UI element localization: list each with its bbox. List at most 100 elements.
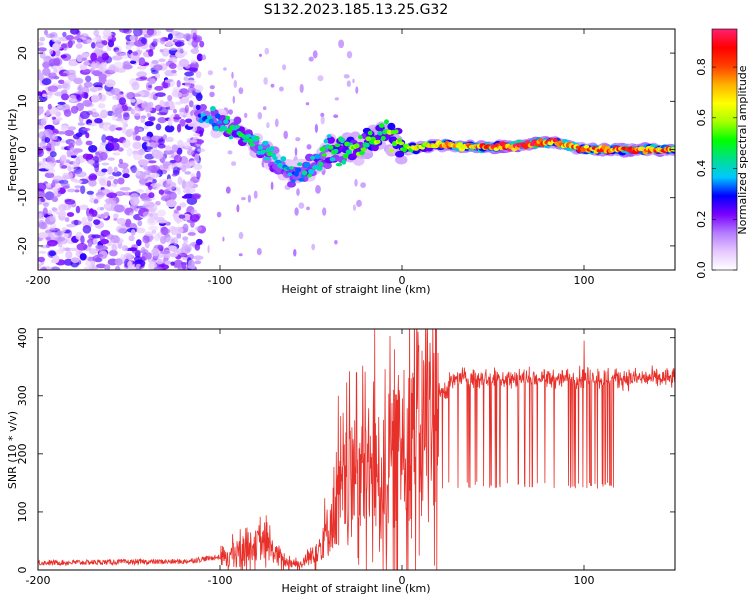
heatmap-cell: [47, 103, 52, 110]
heatmap-cell: [323, 162, 332, 170]
heatmap-cell: [176, 80, 181, 88]
heatmap-cell: [380, 135, 386, 141]
heatmap-cell: [41, 78, 52, 86]
y-tick-label: 100: [16, 501, 29, 522]
heatmap-cell: [75, 43, 83, 49]
heatmap-cell: [167, 47, 179, 51]
heatmap-cell: [46, 226, 56, 231]
heatmap-cell: [118, 228, 127, 234]
heatmap-cell: [91, 42, 96, 49]
heatmap-cell: [72, 160, 80, 168]
heatmap-cell: [130, 229, 136, 236]
heatmap-cell: [57, 104, 62, 110]
heatmap-cell: [294, 207, 299, 216]
heatmap-cell: [323, 138, 329, 144]
heatmap-cell: [169, 253, 178, 258]
heatmap-cell: [154, 85, 164, 91]
heatmap-cell: [113, 204, 125, 213]
heatmap-cell: [199, 40, 205, 48]
heatmap-cell: [148, 192, 155, 199]
heatmap-cell: [167, 73, 178, 77]
heatmap-cell: [173, 116, 182, 120]
heatmap-cell: [100, 188, 111, 195]
heatmap-cell: [232, 95, 235, 104]
heatmap-cell: [38, 146, 43, 155]
heatmap-cell: [50, 266, 61, 270]
heatmap-cell: [223, 67, 227, 71]
heatmap-cell: [75, 139, 83, 146]
x-tick-label: 100: [574, 274, 595, 287]
heatmap-cell: [221, 125, 228, 132]
heatmap-cell: [334, 240, 338, 245]
heatmap-cell: [155, 123, 162, 131]
heatmap-cell: [181, 262, 187, 270]
heatmap-cell: [298, 202, 305, 209]
heatmap-cell: [136, 189, 145, 193]
heatmap-cell: [149, 78, 156, 85]
heatmap-cell: [298, 177, 305, 182]
heatmap-cell: [178, 58, 190, 68]
x-tick-label: -100: [208, 574, 233, 587]
heatmap-cell: [111, 244, 118, 252]
heatmap-cell: [165, 221, 171, 226]
heatmap-cell: [402, 147, 407, 153]
heatmap-cell: [76, 54, 84, 63]
heatmap-cell: [173, 154, 182, 163]
heatmap-cell: [93, 87, 103, 91]
heatmap-cell: [112, 152, 121, 156]
heatmap-cell: [171, 144, 178, 153]
heatmap-cell: [49, 48, 54, 55]
heatmap-cell: [241, 197, 246, 201]
y-tick-label: 300: [16, 385, 29, 406]
heatmap-cell: [316, 166, 323, 171]
heatmap-cell: [341, 159, 347, 165]
heatmap-cell: [137, 220, 143, 227]
heatmap-cell: [96, 254, 104, 258]
heatmap-cell: [196, 53, 203, 62]
heatmap-cell: [155, 201, 161, 206]
heatmap-cell: [208, 118, 214, 124]
heatmap-cell: [144, 146, 153, 150]
heatmap-cell: [38, 124, 44, 130]
heatmap-cell: [173, 209, 179, 214]
heatmap-cell: [43, 161, 55, 171]
heatmap-cell: [100, 207, 104, 211]
heatmap-cell: [107, 166, 113, 175]
heatmap-cell: [134, 260, 143, 264]
heatmap-cell: [124, 218, 132, 228]
heatmap-cell: [272, 156, 278, 161]
heatmap-cell: [295, 137, 301, 142]
heatmap-cell: [293, 249, 297, 257]
heatmap-cell: [236, 204, 240, 213]
heatmap-cell: [61, 43, 68, 49]
heatmap-cell: [165, 181, 177, 191]
heatmap-cell: [123, 252, 133, 260]
heatmap-cell: [95, 151, 101, 156]
heatmap-cell: [130, 60, 137, 65]
heatmap-cell: [189, 214, 200, 222]
heatmap-cell: [187, 160, 198, 164]
heatmap-cell: [209, 85, 215, 90]
heatmap-cell: [109, 142, 120, 151]
heatmap-cell: [176, 232, 182, 239]
heatmap-cell: [59, 73, 68, 77]
heatmap-cell: [314, 153, 321, 160]
heatmap-cell: [148, 49, 154, 57]
heatmap-cell: [57, 131, 66, 135]
heatmap-cell: [52, 133, 58, 141]
heatmap-cell: [355, 86, 359, 94]
heatmap-cell: [395, 150, 405, 158]
heatmap-cell: [238, 253, 243, 257]
y-tick-label: -10: [16, 189, 29, 207]
heatmap-cell: [275, 159, 282, 164]
heatmap-cell: [129, 247, 138, 252]
heatmap-cell: [266, 122, 270, 129]
heatmap-cell: [88, 242, 93, 247]
heatmap-cell: [168, 63, 177, 69]
snr-ylabel: SNR (10 * v/v): [6, 411, 19, 489]
heatmap-cell: [146, 29, 155, 36]
heatmap-cell: [110, 88, 121, 95]
heatmap-cell: [321, 153, 327, 157]
y-tick-label: 10: [16, 94, 29, 108]
